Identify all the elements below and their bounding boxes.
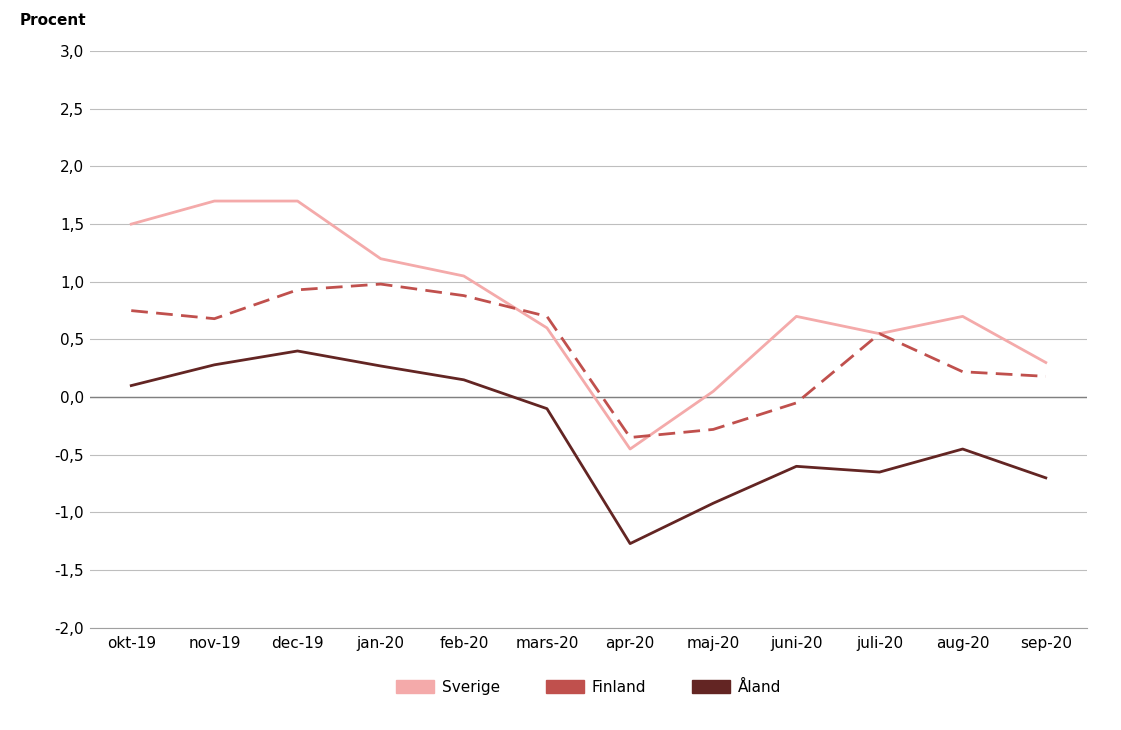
Text: Procent: Procent [20, 13, 86, 28]
Legend: Sverige, Finland, Åland: Sverige, Finland, Åland [390, 674, 787, 701]
